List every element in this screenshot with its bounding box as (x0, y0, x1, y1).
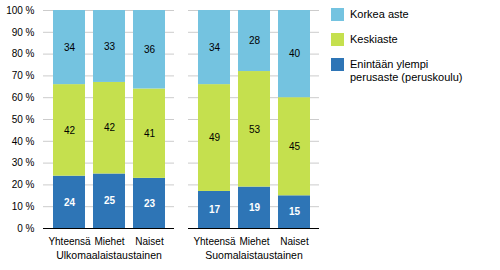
svg-text:80 %: 80 % (12, 48, 35, 59)
html-text:Enintään ylempi perusaste (per: Enintään ylempi perusaste (peruskoulu) (350, 58, 463, 83)
svg-text:Suomalaistaustainen: Suomalaistaustainen (205, 249, 303, 261)
svg-text:Ulkomaalaistaustainen: Ulkomaalaistaustainen (56, 249, 162, 261)
html-text:Keskiaste: Keskiaste (350, 33, 398, 45)
svg-text:Miehet: Miehet (239, 236, 269, 247)
svg-text:Yhteensä: Yhteensä (193, 236, 236, 247)
svg-text:34: 34 (64, 42, 76, 53)
svg-text:25: 25 (104, 195, 116, 206)
svg-text:60 %: 60 % (12, 92, 35, 103)
svg-text:24: 24 (64, 197, 76, 208)
html-text:Korkea aste: Korkea aste (350, 8, 409, 20)
svg-text:33: 33 (104, 41, 116, 52)
svg-text:19: 19 (249, 202, 261, 213)
svg-text:10 %: 10 % (12, 201, 35, 212)
svg-text:100 %: 100 % (6, 5, 34, 16)
svg-text:30 %: 30 % (12, 157, 35, 168)
svg-text:42: 42 (104, 122, 116, 133)
svg-text:28: 28 (249, 35, 261, 46)
svg-text:Miehet: Miehet (94, 236, 124, 247)
svg-text:34: 34 (209, 42, 221, 53)
svg-text:41: 41 (144, 128, 156, 139)
svg-text:20 %: 20 % (12, 179, 35, 190)
svg-text:17: 17 (209, 204, 221, 215)
svg-text:49: 49 (209, 132, 221, 143)
svg-text:50 %: 50 % (12, 114, 35, 125)
svg-text:Naiset: Naiset (135, 236, 164, 247)
svg-text:23: 23 (144, 198, 156, 209)
svg-text:45: 45 (289, 141, 301, 152)
svg-text:15: 15 (289, 206, 301, 217)
svg-text:53: 53 (249, 124, 261, 135)
svg-text:36: 36 (144, 44, 156, 55)
svg-text:40 %: 40 % (12, 136, 35, 147)
svg-text:90 %: 90 % (12, 27, 35, 38)
svg-text:Yhteensä: Yhteensä (48, 236, 91, 247)
svg-text:40: 40 (289, 48, 301, 59)
svg-text:42: 42 (64, 125, 76, 136)
svg-text:0 %: 0 % (17, 223, 34, 234)
svg-text:Naiset: Naiset (280, 236, 309, 247)
svg-text:70 %: 70 % (12, 70, 35, 81)
